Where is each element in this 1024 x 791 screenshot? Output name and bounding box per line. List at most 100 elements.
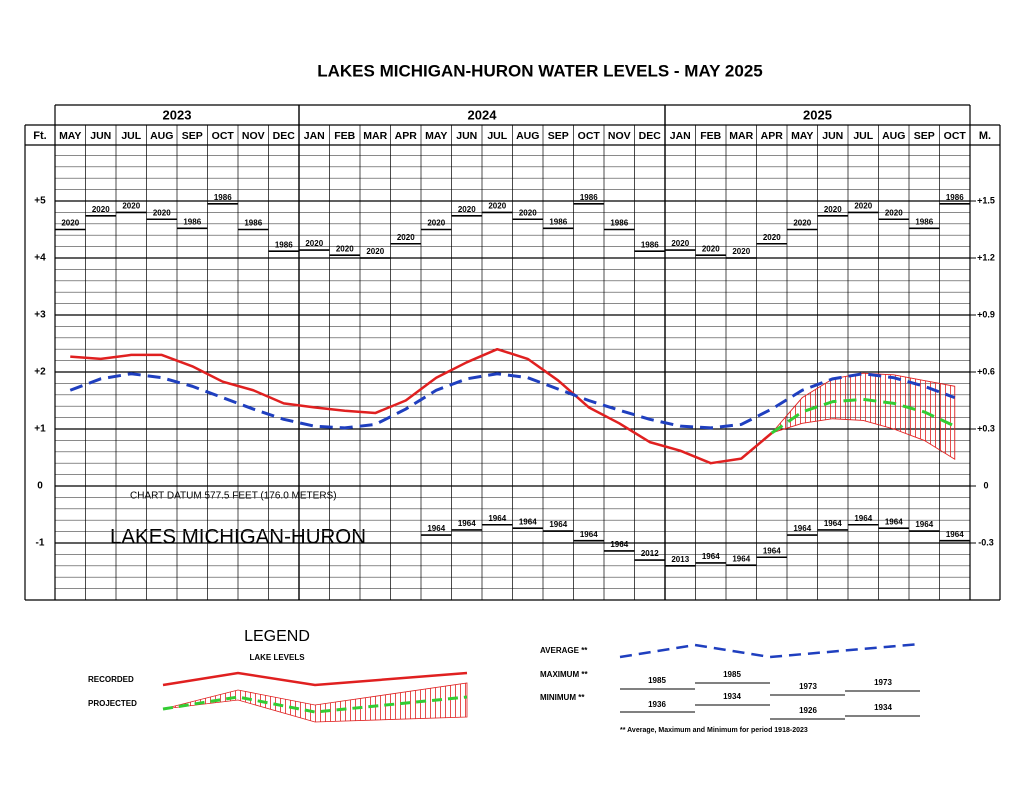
min-year: 1964: [458, 519, 476, 528]
legend-min-year: 1926: [799, 706, 817, 715]
y-tick-label: 0: [37, 481, 43, 492]
x-tick-label: DEC: [273, 130, 296, 142]
y2-tick-label: +0.3: [977, 423, 995, 433]
datum-note: CHART DATUM 577.5 FEET (176.0 METERS): [130, 491, 337, 502]
max-year: 2020: [854, 202, 872, 211]
x-tick-label: AUG: [516, 130, 539, 142]
max-year: 2020: [122, 202, 140, 211]
min-year: 1964: [793, 524, 811, 533]
min-year: 1964: [580, 530, 598, 539]
max-year: 2020: [92, 205, 110, 214]
legend-subtitle: LAKE LEVELS: [249, 653, 305, 662]
year-label: 2023: [163, 107, 192, 122]
x-tick-label: OCT: [578, 130, 601, 142]
x-tick-label: JAN: [670, 130, 691, 142]
min-year: 1964: [915, 520, 933, 529]
x-tick-label: JUN: [90, 130, 111, 142]
max-year: 2020: [305, 239, 323, 248]
y2-tick-label: 0: [983, 480, 988, 490]
min-year: 1964: [702, 552, 720, 561]
legend: LEGEND LAKE LEVELS RECORDED PROJECTED: [88, 628, 468, 723]
legend-min-year: 1934: [874, 703, 892, 712]
max-year: 2020: [366, 247, 384, 256]
max-year: 2020: [519, 208, 537, 217]
legend-footnote: ** Average, Maximum and Minimum for peri…: [620, 727, 808, 734]
y2-tick-label: +0.9: [977, 309, 995, 319]
x-tick-label: JUL: [121, 130, 141, 142]
min-year: 1964: [519, 517, 537, 526]
legend-projected-range: [162, 682, 468, 723]
max-year: 2020: [488, 202, 506, 211]
min-year: 2013: [671, 555, 689, 564]
legend-min-year: 1934: [723, 692, 741, 701]
x-tick-label: JUN: [822, 130, 843, 142]
min-year: 2012: [641, 549, 659, 558]
y-tick-label: -1: [36, 538, 45, 549]
x-tick-label: OCT: [944, 130, 967, 142]
plot: -1 0 +1 +2 +3 +4 +5 -0.3 0 +0.3 +0.6 +0.9 +1.2 +1.5 MA…: [24, 104, 1001, 601]
max-year: 1986: [915, 217, 933, 226]
max-year: 1986: [214, 193, 232, 202]
chart-title: LAKES MICHIGAN-HURON WATER LEVELS - MAY …: [317, 61, 763, 80]
max-year: 2020: [824, 205, 842, 214]
x-tick-label: NOV: [242, 130, 265, 142]
legend-max-year: 1973: [799, 682, 817, 691]
legend-max-year: 1973: [874, 678, 892, 687]
y-tick-label: +5: [34, 196, 46, 207]
max-year: 1986: [946, 193, 964, 202]
x-tick-label: JUL: [487, 130, 507, 142]
min-year: 1964: [488, 514, 506, 523]
x-tick-label: MAR: [729, 130, 753, 142]
x-tick-label: MAY: [791, 130, 813, 142]
x-tick-label: DEC: [639, 130, 662, 142]
y2-tick-label: -0.3: [978, 537, 994, 547]
legend-max-year: 1985: [648, 676, 666, 685]
min-year: 1964: [732, 554, 750, 563]
legend-title: LEGEND: [244, 628, 310, 645]
max-year: 2020: [702, 244, 720, 253]
x-tick-label: SEP: [548, 130, 569, 142]
max-year: 1986: [549, 217, 567, 226]
legend-label: RECORDED: [88, 675, 134, 684]
y-tick-label: +3: [34, 310, 46, 321]
year-label: 2025: [803, 107, 832, 122]
min-year: 1964: [763, 546, 781, 555]
year-label: 2024: [468, 107, 498, 122]
max-year: 2020: [458, 205, 476, 214]
legend-reference: AVERAGE ** MAXIMUM ** MINIMUM ** 1985 19…: [540, 642, 921, 734]
max-year: 2020: [732, 247, 750, 256]
x-tick-label: FEB: [334, 130, 355, 142]
legend-min-year: 1936: [648, 700, 666, 709]
max-year: 1986: [275, 240, 293, 249]
x-tick-label: SEP: [914, 130, 935, 142]
max-year: 1986: [610, 219, 628, 228]
x-tick-label: JUL: [853, 130, 873, 142]
min-year: 1964: [824, 519, 842, 528]
min-year: 1964: [549, 520, 567, 529]
x-tick-label: OCT: [212, 130, 235, 142]
max-year: 1986: [183, 217, 201, 226]
y2-tick-label: +1.5: [977, 195, 995, 205]
x-tick-label: MAY: [425, 130, 447, 142]
max-year: 2020: [153, 208, 171, 217]
y-axis-label: Ft.: [33, 130, 46, 142]
y-tick-label: +4: [34, 253, 46, 264]
min-year: 1964: [610, 540, 628, 549]
max-year: 2020: [61, 219, 79, 228]
y2-axis-label: M.: [979, 130, 991, 142]
legend-recorded-line: [162, 671, 468, 687]
x-tick-label: APR: [395, 130, 418, 142]
min-year: 1964: [427, 524, 445, 533]
max-year: 2020: [793, 219, 811, 228]
legend-label: PROJECTED: [88, 699, 137, 708]
min-year: 1964: [885, 517, 903, 526]
max-year: 2020: [763, 233, 781, 242]
series-line: [70, 347, 773, 465]
max-year: 1986: [244, 219, 262, 228]
x-tick-label: FEB: [700, 130, 721, 142]
x-tick-label: JAN: [304, 130, 325, 142]
series-line: [69, 372, 956, 430]
max-year: 2020: [671, 239, 689, 248]
x-tick-label: MAR: [363, 130, 387, 142]
